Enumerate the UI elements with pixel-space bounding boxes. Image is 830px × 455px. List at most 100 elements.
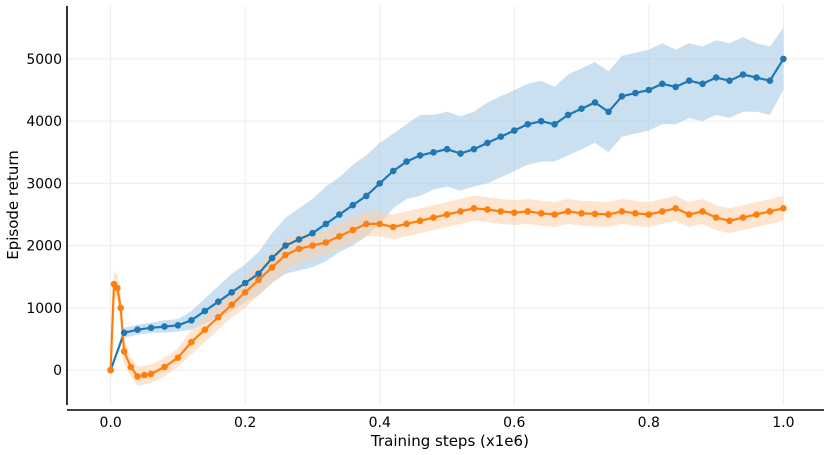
blue-series-point xyxy=(591,99,599,106)
blue-series-point xyxy=(578,105,585,112)
orange-series-point xyxy=(416,217,424,225)
orange-series-point xyxy=(443,211,451,218)
y-tick-label: 3000 xyxy=(26,176,62,192)
orange-series-point xyxy=(591,210,599,218)
orange-series-point xyxy=(659,208,666,215)
blue-series-point xyxy=(659,80,666,88)
orange-series-point xyxy=(605,211,612,218)
blue-series-point xyxy=(147,324,155,332)
blue-series-point xyxy=(416,152,424,159)
orange-series-point xyxy=(766,208,774,215)
orange-series-point xyxy=(107,366,114,374)
x-tick-label: 1.0 xyxy=(772,415,794,431)
blue-series-point xyxy=(295,236,303,243)
blue-series-point xyxy=(161,323,168,330)
blue-series-point xyxy=(672,83,679,91)
x-tick-label: 0.8 xyxy=(638,415,660,431)
blue-series-point xyxy=(497,133,505,140)
x-tick-label: 0.2 xyxy=(234,415,256,431)
blue-series-point xyxy=(780,55,787,63)
y-tick-label: 4000 xyxy=(26,114,62,130)
blue-series-point xyxy=(524,121,531,128)
orange-series-line xyxy=(109,207,784,378)
orange-series-point xyxy=(228,301,235,309)
blue-series-point xyxy=(309,229,316,237)
orange-series-band xyxy=(110,195,784,386)
blue-series-point xyxy=(618,93,626,100)
orange-series-point xyxy=(564,208,572,215)
orange-series-point xyxy=(699,208,706,215)
y-tick-label: 2000 xyxy=(26,239,62,255)
blue-series-point xyxy=(430,149,437,156)
orange-series-point xyxy=(174,354,182,362)
orange-series-point xyxy=(201,326,209,334)
blue-series-point xyxy=(363,192,370,200)
blue-series-point xyxy=(605,108,612,116)
orange-series-point xyxy=(645,211,653,218)
orange-series-point xyxy=(141,371,148,379)
blue-series-point xyxy=(712,74,720,81)
orange-series-point xyxy=(134,373,141,380)
blue-series-point xyxy=(403,158,410,165)
blue-series-point xyxy=(389,167,397,175)
orange-series-point xyxy=(389,223,397,231)
x-tick-label: 0.6 xyxy=(503,415,525,431)
blue-series-point xyxy=(120,329,128,337)
blue-series-point xyxy=(336,211,343,218)
x-tick-label: 0.4 xyxy=(369,415,391,431)
orange-series-point xyxy=(282,251,289,259)
blue-series-point xyxy=(241,279,249,287)
orange-series-point xyxy=(484,206,491,213)
y-tick-label: 5000 xyxy=(26,52,62,68)
orange-series-point xyxy=(295,245,303,253)
blue-series-point xyxy=(282,242,289,249)
orange-series-point xyxy=(726,217,733,225)
axes xyxy=(66,6,824,411)
orange-series-point xyxy=(672,205,679,212)
blue-series-point xyxy=(457,150,464,157)
orange-series-point xyxy=(632,210,639,217)
orange-series-point xyxy=(255,276,262,284)
blue-series-point xyxy=(322,220,330,228)
blue-series-point xyxy=(632,89,639,97)
orange-series-point xyxy=(578,210,585,217)
orange-series-point xyxy=(147,370,155,378)
blue-series-point xyxy=(268,254,276,262)
orange-series-point xyxy=(685,211,693,218)
blue-series-point xyxy=(470,145,478,153)
blue-series-point xyxy=(739,71,747,78)
orange-series-point xyxy=(403,220,410,228)
orange-series-point xyxy=(161,363,168,371)
blue-series-point xyxy=(255,270,262,278)
orange-series-point xyxy=(363,220,370,228)
orange-series-point xyxy=(188,338,195,346)
blue-series-band xyxy=(110,27,784,371)
orange-series-point xyxy=(336,233,343,240)
series-points xyxy=(107,55,787,380)
blue-series-point xyxy=(685,77,693,84)
blue-series-point xyxy=(215,298,222,306)
orange-series-point xyxy=(376,220,384,228)
orange-series-point xyxy=(470,205,478,212)
blue-series-point xyxy=(228,289,235,296)
orange-series-point xyxy=(511,209,518,216)
x-tick-label: 0.0 xyxy=(100,415,122,431)
orange-series-point xyxy=(537,210,545,217)
y-tick-label: 1000 xyxy=(26,301,62,317)
y-axis-label: Episode return xyxy=(4,150,22,260)
orange-series-point xyxy=(127,363,135,371)
blue-series-point xyxy=(645,86,653,94)
orange-series-point xyxy=(241,289,249,296)
blue-series-point xyxy=(134,326,141,334)
orange-series-point xyxy=(215,313,222,321)
blue-series-point xyxy=(349,201,357,209)
orange-series-point xyxy=(430,214,437,221)
blue-series-point xyxy=(726,77,733,84)
orange-series-point xyxy=(618,208,626,215)
blue-series-point xyxy=(443,145,451,153)
orange-series-point xyxy=(114,284,121,292)
orange-series-point xyxy=(524,208,531,215)
blue-series-point xyxy=(766,77,774,84)
